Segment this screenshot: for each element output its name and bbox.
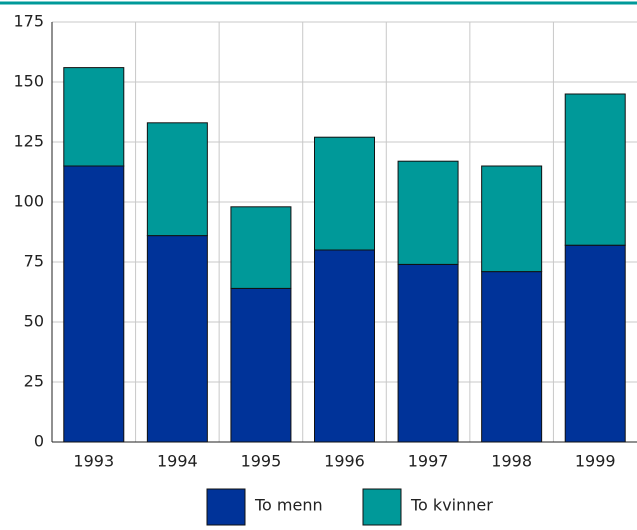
legend-swatch [206,488,246,526]
y-tick-label: 100 [13,192,44,211]
x-tick-label: 1998 [491,452,532,471]
bar-segment [481,165,543,273]
bar-segment [146,122,208,237]
legend-label: To menn [254,496,323,515]
bar-segment [146,235,208,443]
x-tick-label: 1995 [241,452,282,471]
y-tick-label: 75 [24,252,44,271]
bar-segment [397,160,459,265]
y-tick-label: 50 [24,312,44,331]
bar-segment [230,206,292,289]
x-tick-label: 1997 [408,452,449,471]
bar-segment [397,263,459,443]
y-tick-label: 25 [24,372,44,391]
y-tick-label: 175 [13,12,44,31]
x-tick-label: 1994 [157,452,198,471]
bar-segment [314,249,375,443]
bar-segment [63,165,125,443]
y-tick-label: 125 [13,132,44,151]
bar-segment [314,136,375,251]
x-tick-label: 1999 [575,452,616,471]
bar-segment [63,67,125,167]
x-tick-label: 1993 [73,452,114,471]
y-tick-label: 150 [13,72,44,91]
bar-segment [564,244,626,443]
bar-segment [230,287,292,443]
x-tick-label: 1996 [324,452,365,471]
legend-swatch [362,488,402,526]
bar-segment [564,93,626,246]
y-tick-label: 0 [34,432,44,451]
legend-label: To kvinner [410,496,493,515]
bar-segment [481,271,543,443]
